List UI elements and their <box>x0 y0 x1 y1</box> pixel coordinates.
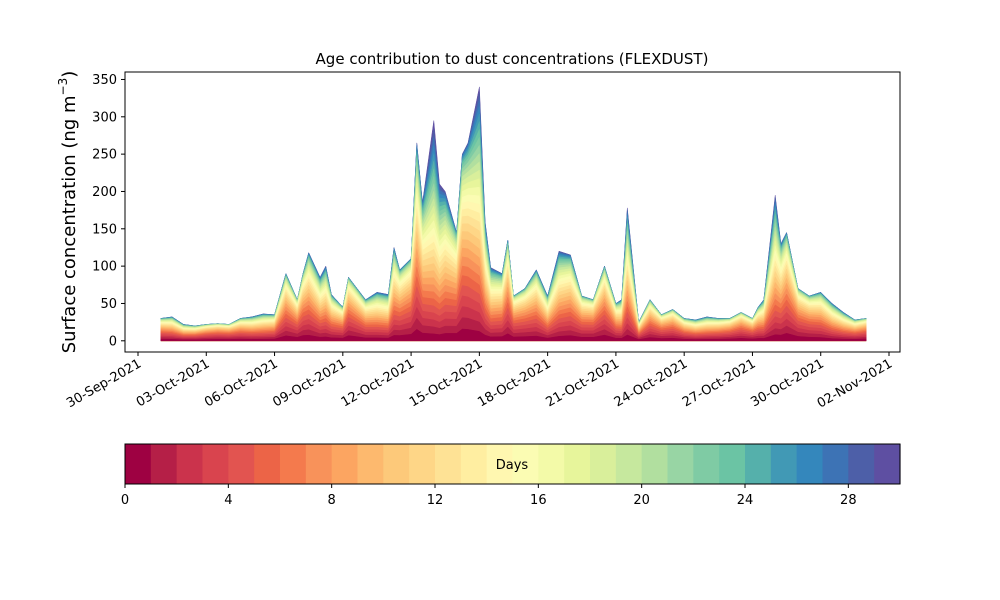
plot-frame <box>124 71 901 353</box>
colorbar-segment <box>874 444 901 484</box>
colorbar-segment <box>848 444 875 484</box>
colorbar-segment <box>796 444 824 484</box>
colorbar-segment <box>590 444 617 484</box>
colorbar-segment <box>435 444 462 484</box>
x-axis: 30-Sep-202103-Oct-202106-Oct-202109-Oct-… <box>64 352 895 411</box>
colorbar-segment <box>770 444 798 484</box>
colorbar-segment <box>641 444 669 484</box>
stacked-area-layers <box>160 86 867 342</box>
colorbar-segment <box>280 444 307 484</box>
x-tick-label: 06-Oct-2021 <box>202 356 280 410</box>
x-tick-label: 21-Oct-2021 <box>544 356 622 410</box>
y-axis-label-main: Surface concentration (ng m <box>59 95 80 353</box>
y-axis: 0 50 100 150 200 250 300 350 <box>92 73 125 349</box>
colorbar-segment <box>512 444 539 484</box>
colorbar-segment <box>615 444 643 484</box>
x-tick-label: 27-Oct-2021 <box>680 356 758 410</box>
x-tick-label: 02-Nov-2021 <box>815 356 895 411</box>
y-tick-label: 200 <box>92 185 117 200</box>
colorbar-segment <box>331 444 359 484</box>
colorbar-segment <box>460 444 488 484</box>
colorbar-segment <box>486 444 514 484</box>
x-tick-label: 30-Sep-2021 <box>64 356 144 411</box>
x-tick-label: 30-Oct-2021 <box>748 356 826 410</box>
colorbar-tick-label: 12 <box>427 493 444 508</box>
colorbar-segment <box>719 444 746 484</box>
x-tick-label: 24-Oct-2021 <box>612 356 690 410</box>
svg-text:Surface concentration (ng m−3): Surface concentration (ng m−3) <box>56 71 80 354</box>
colorbar-segment <box>125 444 152 484</box>
chart-title: Age contribution to dust concentrations … <box>316 50 709 68</box>
colorbar <box>124 443 901 485</box>
colorbar-segment <box>383 444 410 484</box>
y-tick-label: 0 <box>109 334 117 349</box>
colorbar-tick-label: 24 <box>737 493 754 508</box>
colorbar-segment <box>822 444 849 484</box>
colorbar-segment <box>564 444 591 484</box>
colorbar-label: Days <box>496 458 529 473</box>
y-axis-label-sup: −3 <box>56 78 70 96</box>
colorbar-segment <box>150 444 178 484</box>
colorbar-segment <box>693 444 720 484</box>
colorbar-tick-label: 20 <box>633 493 650 508</box>
y-axis-label-end: ) <box>59 71 80 78</box>
x-tick-label: 18-Oct-2021 <box>475 356 553 410</box>
colorbar-segment <box>409 444 436 484</box>
y-tick-label: 350 <box>92 73 117 88</box>
colorbar-segment <box>667 444 694 484</box>
colorbar-segment <box>228 444 255 484</box>
y-tick-label: 100 <box>92 260 117 275</box>
y-axis-label: Surface concentration (ng m−3) <box>56 71 80 354</box>
colorbar-segment <box>305 444 333 484</box>
colorbar-frame <box>124 443 901 485</box>
colorbar-tick-label: 8 <box>328 493 336 508</box>
age-bin-area <box>160 328 867 342</box>
x-tick-label: 09-Oct-2021 <box>270 356 348 410</box>
y-tick-label: 50 <box>100 297 117 312</box>
colorbar-tick-label: 28 <box>840 493 857 508</box>
colorbar-axis: 0 4 8 12 16 20 24 28 <box>121 484 857 508</box>
y-tick-label: 150 <box>92 222 117 237</box>
colorbar-segment <box>745 444 772 484</box>
y-tick-label: 300 <box>92 110 117 125</box>
colorbar-tick-label: 0 <box>121 493 129 508</box>
x-tick-label: 15-Oct-2021 <box>407 356 485 410</box>
colorbar-segment <box>176 444 204 484</box>
colorbar-segment <box>538 444 565 484</box>
colorbar-segment <box>254 444 281 484</box>
colorbar-tick-label: 4 <box>224 493 232 508</box>
x-tick-label: 03-Oct-2021 <box>134 356 212 410</box>
x-tick-label: 12-Oct-2021 <box>339 356 417 410</box>
y-tick-label: 250 <box>92 148 117 163</box>
colorbar-segment <box>202 444 229 484</box>
colorbar-segment <box>357 444 384 484</box>
colorbar-tick-label: 16 <box>530 493 547 508</box>
